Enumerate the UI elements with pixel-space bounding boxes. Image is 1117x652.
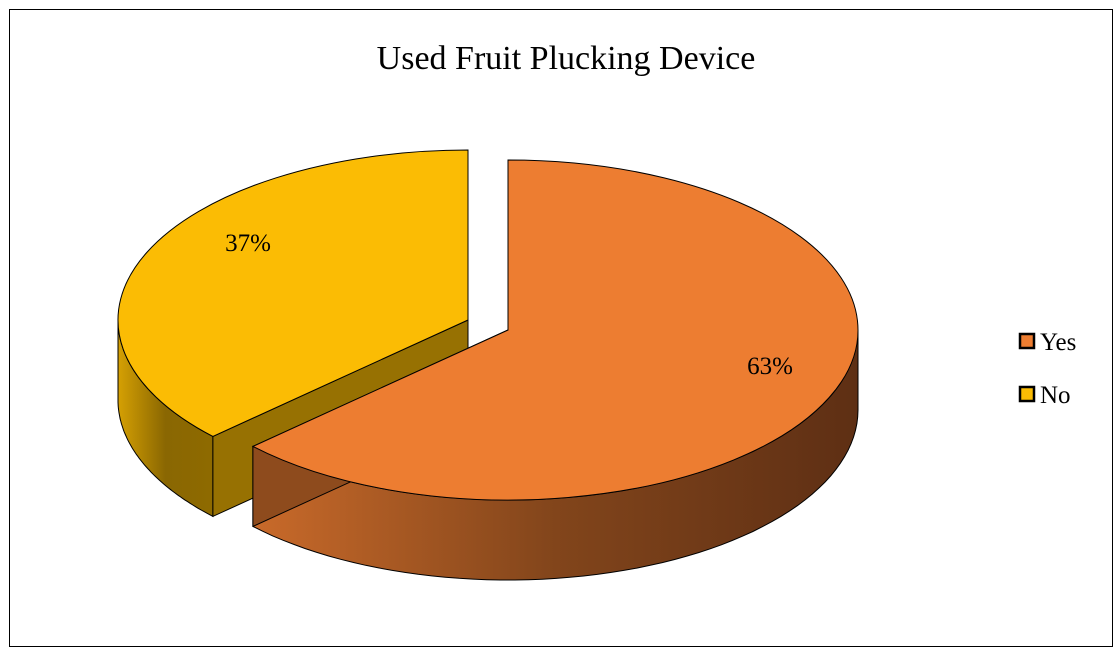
legend-swatch-yes	[1018, 332, 1036, 350]
data-label-yes: 63%	[747, 353, 793, 380]
legend-label-no: No	[1040, 382, 1071, 409]
legend-swatch-no	[1018, 385, 1036, 403]
data-label-no: 37%	[225, 230, 271, 257]
slice-yes	[251, 159, 859, 581]
slice-top-yes	[251, 159, 859, 501]
legend-label-yes: Yes	[1040, 329, 1076, 356]
legend: Yes No	[1018, 329, 1076, 409]
pie-slices	[117, 149, 859, 581]
chart-title: Used Fruit Plucking Device	[377, 40, 756, 77]
legend-item-no: No	[1018, 382, 1071, 409]
slice-labels: 63% 37%	[225, 230, 793, 380]
legend-item-yes: Yes	[1018, 329, 1076, 356]
slice-top-no	[117, 149, 469, 437]
